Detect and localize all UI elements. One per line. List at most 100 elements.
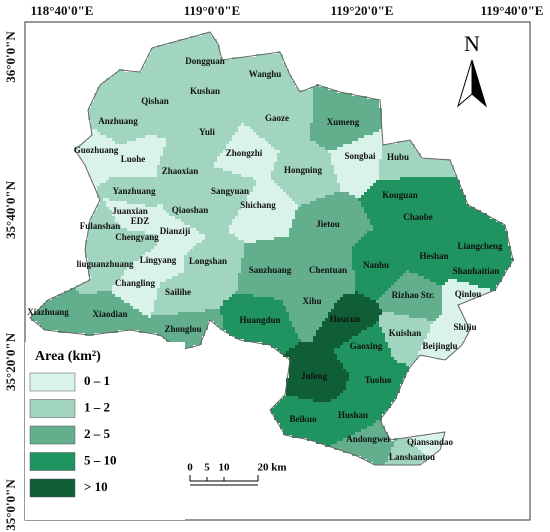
region-cell <box>172 72 235 75</box>
region-cell <box>289 363 343 366</box>
region-cell <box>277 156 331 159</box>
region-cell <box>331 291 355 294</box>
region-label: Zhongzhi <box>226 148 263 158</box>
region-cell <box>418 201 466 204</box>
region-cell <box>82 306 133 309</box>
region-cell <box>88 222 118 225</box>
region-cell <box>277 402 328 405</box>
region-cell <box>190 150 223 153</box>
region-cell <box>301 276 355 279</box>
region-cell <box>409 315 439 318</box>
region-cell <box>355 243 400 246</box>
region-cell <box>451 333 469 336</box>
region-cell <box>355 276 400 279</box>
region-cell <box>265 99 313 102</box>
region-cell <box>79 327 148 330</box>
region-cell <box>76 288 112 291</box>
region-cell <box>166 141 175 144</box>
region-cell <box>283 429 331 432</box>
region-cell <box>79 153 118 156</box>
region-cell <box>283 396 298 399</box>
region-label: Andongwei <box>346 434 390 444</box>
legend-swatch <box>29 399 76 418</box>
region-cell <box>121 249 151 252</box>
region-cell <box>121 276 151 279</box>
region-cell <box>166 198 208 201</box>
region-cell <box>418 351 454 354</box>
region-cell <box>310 123 382 126</box>
region-cell <box>340 345 388 348</box>
region-cell <box>220 327 223 330</box>
region-cell <box>223 222 232 225</box>
region-label: Shijiu <box>453 322 476 332</box>
region-cell <box>385 291 442 294</box>
region-cell <box>169 42 217 45</box>
region-cell <box>112 165 157 168</box>
region-cell <box>355 273 403 276</box>
region-cell <box>364 135 382 138</box>
region-cell <box>310 132 373 135</box>
region-cell <box>139 258 184 261</box>
region-cell <box>358 240 397 243</box>
region-cell <box>85 162 115 165</box>
region-cell <box>373 132 382 135</box>
region-cell <box>157 234 205 237</box>
region-cell <box>217 159 277 162</box>
region-cell <box>340 297 370 300</box>
region-cell <box>112 288 157 291</box>
region-cell <box>424 276 451 279</box>
region-cell <box>460 255 511 258</box>
region-cell <box>448 330 469 333</box>
region-cell <box>295 345 322 348</box>
region-cell <box>190 273 238 276</box>
region-cell <box>121 228 127 231</box>
region-cell <box>241 120 313 123</box>
region-cell <box>238 84 295 87</box>
region-cell <box>361 330 382 333</box>
region-cell <box>211 291 235 294</box>
region-cell <box>370 219 394 222</box>
region-cell <box>295 210 364 213</box>
region-cell <box>430 237 454 240</box>
region-cell <box>154 246 166 249</box>
region-cell <box>466 207 475 210</box>
region-cell <box>277 183 340 186</box>
region-cell <box>322 321 376 324</box>
region-cell <box>352 246 403 249</box>
region-cell <box>58 294 82 297</box>
region-cell <box>340 294 343 297</box>
region-cell <box>157 243 160 246</box>
region-cell <box>397 141 412 144</box>
region-cell <box>175 75 235 78</box>
legend-label: > 10 <box>84 479 108 494</box>
region-cell <box>298 207 364 210</box>
region-cell <box>130 303 154 306</box>
region-label: Anzhuang <box>98 116 138 126</box>
region-cell <box>223 219 232 222</box>
region-cell <box>421 345 460 348</box>
region-cell <box>94 93 127 96</box>
region-label: Qiansandao <box>407 437 454 447</box>
region-cell <box>31 318 79 321</box>
region-cell <box>91 219 115 222</box>
region-cell <box>241 108 313 111</box>
region-cell <box>337 177 379 180</box>
region-cell <box>190 225 226 228</box>
region-cell <box>94 210 112 213</box>
region-cell <box>139 264 184 267</box>
region-cell <box>328 150 382 153</box>
region-cell <box>253 177 265 180</box>
region-cell <box>100 201 106 204</box>
region-cell <box>241 264 301 267</box>
region-cell <box>214 321 223 324</box>
region-cell <box>292 198 316 201</box>
region-cell <box>397 438 409 441</box>
region-cell <box>292 288 325 291</box>
region-cell <box>124 252 145 255</box>
region-cell <box>337 354 391 357</box>
region-cell <box>268 141 301 144</box>
region-cell <box>442 312 463 315</box>
region-cell <box>406 258 460 261</box>
region-cell <box>367 426 385 429</box>
region-cell <box>310 282 355 285</box>
